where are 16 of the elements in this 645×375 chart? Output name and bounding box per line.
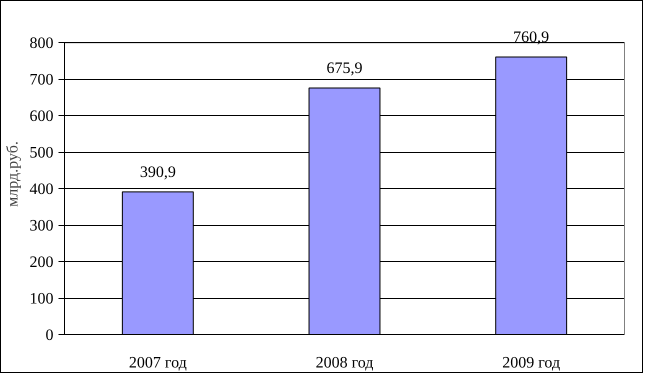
data-label: 760,9 — [513, 28, 550, 46]
x-tick-label: 2008 год — [316, 354, 374, 372]
y-tick-label: 400 — [30, 181, 54, 198]
y-tick-label: 200 — [30, 254, 54, 272]
x-tick-label: 2007 год — [128, 354, 187, 372]
y-tick-label: 0 — [46, 327, 54, 344]
data-label: 390,9 — [140, 164, 176, 181]
y-tick-label: 500 — [30, 144, 54, 162]
y-tick-label: 300 — [30, 218, 54, 235]
y-axis-title: млрд.руб. — [4, 141, 22, 207]
y-tick-label: 800 — [30, 35, 54, 52]
y-tick-label: 700 — [30, 72, 54, 89]
x-tick-label: 2009 год — [502, 354, 560, 372]
y-tick-label: 100 — [30, 290, 54, 308]
y-tick-label: 600 — [30, 108, 54, 126]
data-label: 675,9 — [326, 60, 362, 77]
